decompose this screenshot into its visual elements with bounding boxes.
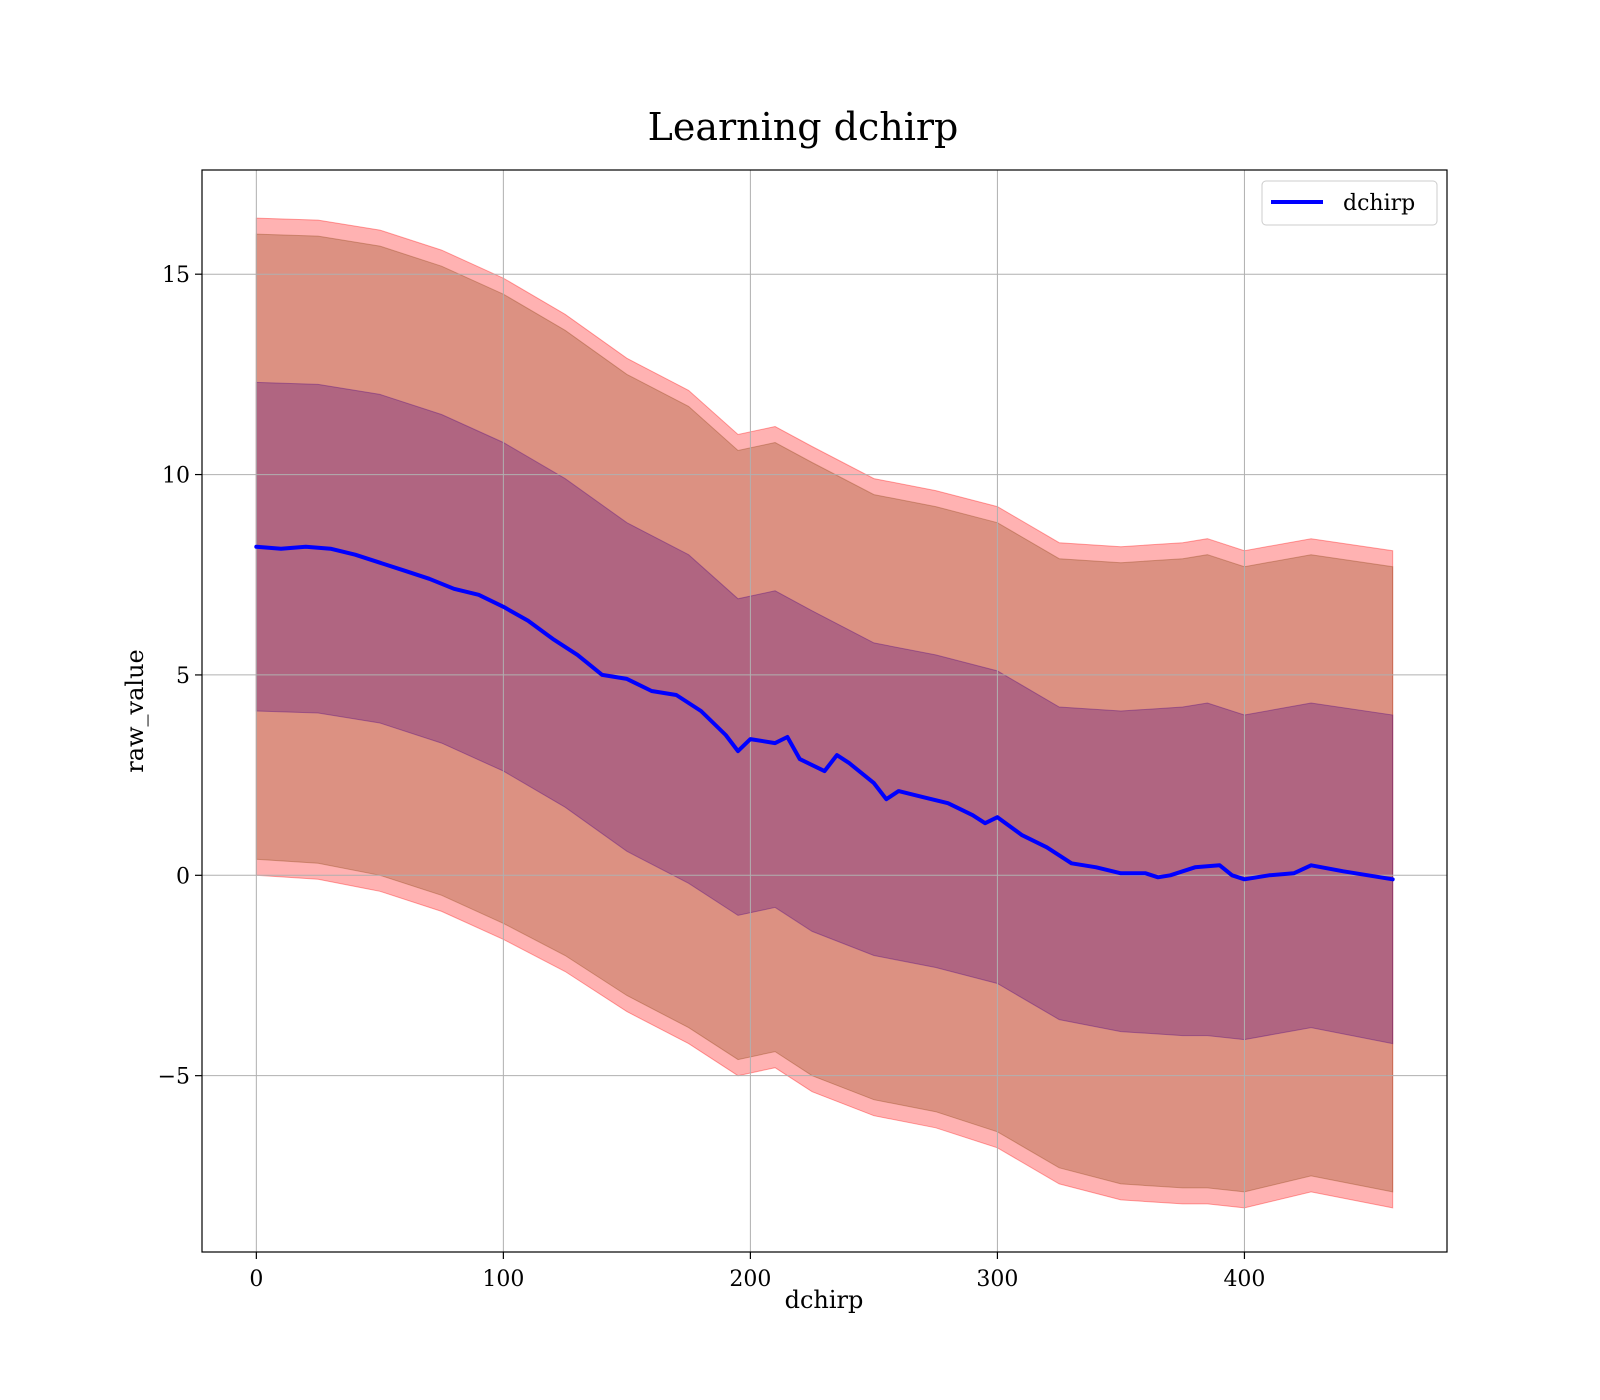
y-tick-label: 5 xyxy=(176,664,190,689)
x-tick-label: 100 xyxy=(482,1267,524,1292)
chart-title: Learning dchirp xyxy=(648,105,959,149)
x-tick-label: 400 xyxy=(1223,1267,1265,1292)
y-tick-label: 10 xyxy=(162,464,190,489)
bands-layer xyxy=(255,217,1394,1209)
y-tick-label: 15 xyxy=(162,263,190,288)
band-middle xyxy=(255,233,1394,1193)
plot-frame xyxy=(201,169,1448,1253)
x-tick-label: 0 xyxy=(249,1267,263,1292)
legend-label-dchirp: dchirp xyxy=(1343,191,1415,216)
x-tick-label: 200 xyxy=(729,1267,771,1292)
x-tick-label: 300 xyxy=(976,1267,1018,1292)
band-outer xyxy=(255,217,1394,1209)
legend-box xyxy=(1261,180,1438,226)
y-axis-label: raw_value xyxy=(121,649,149,773)
y-tick-label: −5 xyxy=(158,1065,190,1090)
grid-layer xyxy=(202,170,1447,1252)
x-axis-label: dchirp xyxy=(785,1286,864,1314)
band-inner xyxy=(255,381,1394,1045)
ticks-layer: 0 100 200 300 400 −5 0 5 10 15 xyxy=(158,263,1266,1292)
series-line-dchirp xyxy=(254,544,1395,882)
series-layer xyxy=(254,544,1395,882)
legend: dchirp xyxy=(1261,180,1438,226)
y-tick-label: 0 xyxy=(176,864,190,889)
